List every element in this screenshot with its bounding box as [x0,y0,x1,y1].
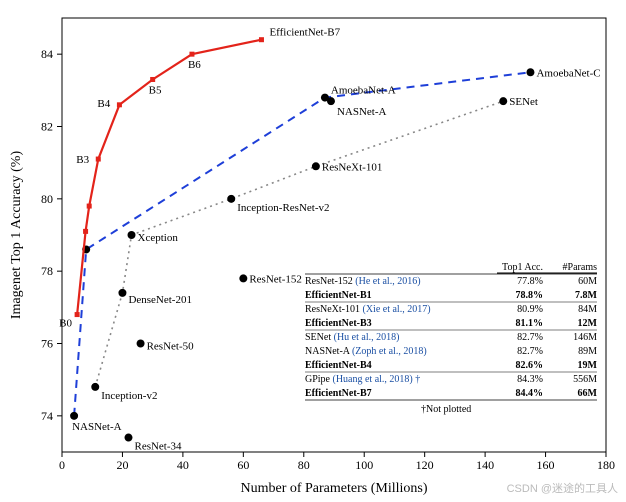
y-axis-label: Imagenet Top 1 Accuracy (%) [9,151,24,320]
blue-series-marker [321,94,329,102]
x-tick-label: 60 [237,458,249,472]
table-cell: 80.9% [517,304,543,315]
chart-svg: 0 20 40 60 80 100 120 140 160 180 74 76 78 80 82 84 Numb… [0,0,626,502]
table-cell: 12M [578,318,598,329]
table-footnote: †Not plotted [421,404,471,415]
table-cell: 82.7% [517,332,543,343]
table-cell: 7.8M [575,290,598,301]
point-label: ResNet-34 [134,441,182,453]
x-tick-label: 180 [597,458,615,472]
table-cell: 556M [573,374,597,385]
point-label: EfficientNet-B7 [269,27,340,39]
gray-series-marker [91,383,99,391]
gray-series-marker [128,231,136,239]
table-cell: 82.7% [517,346,543,357]
x-tick-label: 120 [416,458,434,472]
gray-series-marker [312,162,320,170]
blue-series-marker [70,412,78,420]
chart-container: 0 20 40 60 80 100 120 140 160 180 74 76 78 80 82 84 Numb… [0,0,626,502]
x-tick-label: 100 [355,458,373,472]
table-cell: 77.8% [517,276,543,287]
x-tick-label: 20 [116,458,128,472]
point-label: ResNeXt-101 [322,161,383,173]
efficientnet-series-marker [150,77,155,82]
x-tick-label: 140 [476,458,494,472]
table-cell: EfficientNet-B4 [305,360,372,371]
point-label: Inception-v2 [101,390,157,402]
gray-series-marker [137,340,145,348]
point-label: ResNet-50 [147,341,195,353]
x-tick-label: 0 [59,458,65,472]
gray-series-marker [239,274,247,282]
point-label: DenseNet-201 [128,294,192,306]
table-cell: ResNeXt-101 (Xie et al., 2017) [305,304,431,315]
svg-text:Top1 Acc.: Top1 Acc. [502,262,543,273]
point-label: B4 [97,98,110,110]
table-cell: 89M [578,346,597,357]
efficientnet-series-marker [83,229,88,234]
point-label: Xception [138,232,179,244]
x-tick-label: 40 [177,458,189,472]
table-cell: 82.6% [516,360,544,371]
table-cell: 66M [578,388,598,399]
efficientnet-series-marker [117,102,122,107]
blue-series-marker [526,68,534,76]
table-cell: EfficientNet-B7 [305,388,372,399]
efficientnet-series-marker [75,312,80,317]
table-cell: 84.4% [516,388,544,399]
x-axis-label: Number of Parameters (Millions) [240,481,427,496]
table-cell: 146M [573,332,597,343]
efficientnet-series-marker [96,157,101,162]
table-cell: 19M [578,360,598,371]
point-label: Inception-ResNet-v2 [237,202,329,214]
table-cell: 84M [578,304,597,315]
point-label: B0 [59,318,72,330]
gray-series-marker [227,195,235,203]
table-cell: SENet (Hu et al., 2018) [305,332,399,343]
point-label: B6 [188,59,201,71]
point-label: NASNet-A [337,106,387,118]
point-label: ResNet-152 [249,273,302,285]
table-cell: NASNet-A (Zoph et al., 2018) [305,346,427,357]
gray-series-marker [118,289,126,297]
table-cell: ResNet-152 (He et al., 2016) [305,276,421,287]
point-label: B3 [76,154,89,166]
y-tick-label: 78 [41,264,53,278]
table-cell: EfficientNet-B1 [305,290,372,301]
gray-series-marker [124,434,132,442]
y-tick-label: 80 [41,192,53,206]
efficientnet-series-marker [87,204,92,209]
efficientnet-series-marker [189,52,194,57]
y-tick-label: 82 [41,120,53,134]
y-tick-label: 84 [41,47,53,61]
y-tick-label: 76 [41,337,53,351]
point-label: AmoebaNet-C [536,67,600,79]
point-label: AmoebaNet-A [331,85,396,97]
x-tick-label: 80 [298,458,310,472]
table-cell: 81.1% [516,318,544,329]
y-tick-label: 74 [41,409,53,423]
svg-text:#Params: #Params [563,262,598,273]
point-label: SENet [509,96,538,108]
table-cell: GPipe (Huang et al., 2018) † [305,374,420,385]
efficientnet-series-marker [259,37,264,42]
table-cell: 84.3% [517,374,543,385]
table-cell: 60M [578,276,597,287]
table-cell: 78.8% [516,290,544,301]
point-label: NASNet-A [72,421,122,433]
gray-series-marker [499,97,507,105]
x-tick-label: 160 [537,458,555,472]
point-label: B5 [149,84,162,96]
table-cell: EfficientNet-B3 [305,318,372,329]
